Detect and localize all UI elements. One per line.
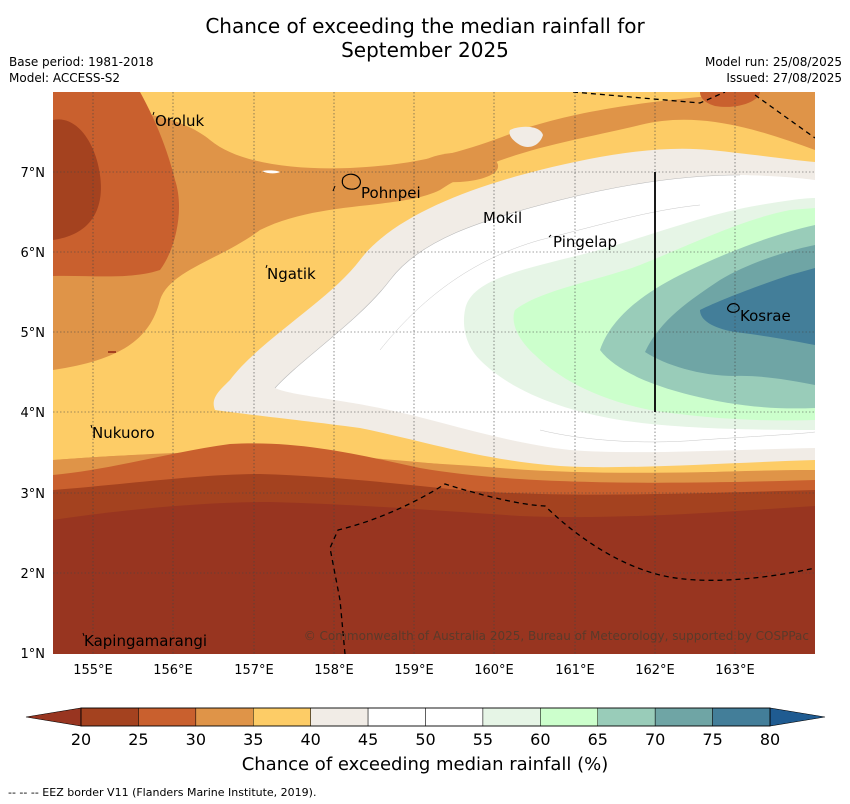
- colorbar-frame: [80, 707, 771, 727]
- place-label-pingelap: Pingelap: [553, 233, 617, 251]
- place-label-nukuoro: Nukuoro: [92, 424, 155, 442]
- model-label: Model: ACCESS-S2: [9, 71, 121, 85]
- lon-label: 161°E: [555, 663, 595, 678]
- colorbar-segment: [138, 707, 197, 727]
- colorbar-tick-label: 25: [128, 730, 148, 749]
- colorbar-tick-label: 75: [702, 730, 722, 749]
- colorbar-segment: [253, 707, 311, 727]
- contour-line-55-south: [539, 429, 815, 443]
- lat-label: 5°N: [21, 326, 46, 341]
- place-label-mokil: Mokil: [483, 209, 522, 227]
- colorbar-tick-label: 60: [530, 730, 550, 749]
- contour-line-52: [379, 204, 701, 351]
- colorbar-tick-label: 80: [760, 730, 780, 749]
- map-title-line2: September 2025: [341, 38, 509, 62]
- eez-border: [329, 92, 815, 654]
- colorbar-title: Chance of exceeding median rainfall (%): [241, 754, 609, 775]
- colorbar-tick-label: 20: [71, 730, 91, 749]
- colorbar-segment: [597, 707, 656, 727]
- colorbar-segment: [80, 707, 139, 727]
- lon-label: 163°E: [715, 663, 755, 678]
- lon-label: 155°E: [73, 663, 113, 678]
- contour-line-50: [274, 174, 741, 389]
- colorbar-tick-label: 55: [473, 730, 493, 749]
- lat-label: 6°N: [21, 246, 46, 261]
- colorbar-under-arrow: [25, 707, 82, 727]
- lat-label: 4°N: [21, 406, 46, 421]
- band-75-80: [700, 268, 815, 345]
- oroluk-atoll-icon: [152, 111, 155, 116]
- place-label-oroluk: Oroluk: [155, 112, 204, 130]
- contour-layer: [53, 92, 815, 654]
- eez-legend-note: -- -- -- EEZ border V11 (Flanders Marine…: [8, 786, 317, 799]
- lat-label: 2°N: [21, 567, 46, 582]
- issued-label: Issued: 27/08/2025: [726, 71, 842, 85]
- model-run-label: Model run: 25/08/2025: [704, 55, 842, 69]
- lon-label: 156°E: [153, 663, 193, 678]
- ngatik-atoll-icon: [265, 264, 268, 269]
- lon-label: 157°E: [234, 663, 274, 678]
- copyright-notice: © Commonwealth of Australia 2025, Bureau…: [304, 629, 809, 643]
- colorbar-segment: [540, 707, 598, 727]
- band-20-25-west: [53, 119, 101, 240]
- colorbar-segment: [310, 707, 369, 727]
- band-under-20-south: [53, 502, 815, 654]
- lat-label: 1°N: [21, 647, 46, 662]
- colorbar-tick-label: 40: [300, 730, 320, 749]
- colorbar-tick-label: 50: [415, 730, 435, 749]
- colorbar-segment: [195, 707, 254, 727]
- lon-label: 162°E: [635, 663, 675, 678]
- lat-label: 3°N: [21, 487, 46, 502]
- pingelap-atoll-icon: [548, 234, 552, 238]
- base-period-label: Base period: 1981-2018: [9, 55, 154, 69]
- colorbar-segment: [654, 707, 713, 727]
- colorbar-over-arrow: [769, 707, 826, 727]
- longitude-axis: 155°E 156°E 157°E 158°E 159°E 160°E 161°…: [73, 663, 755, 678]
- colorbar-tick-label: 30: [186, 730, 206, 749]
- place-label-kapingamarangi: Kapingamarangi: [84, 632, 207, 650]
- pohnpei-island-icon: [341, 173, 361, 190]
- lon-label: 158°E: [314, 663, 354, 678]
- lat-label: 7°N: [21, 166, 46, 181]
- latitude-axis: 7°N 6°N 5°N 4°N 3°N 2°N 1°N: [21, 166, 46, 662]
- map-title-line1: Chance of exceeding the median rainfall …: [205, 14, 645, 38]
- lon-label: 159°E: [394, 663, 434, 678]
- place-label-kosrae: Kosrae: [740, 307, 791, 325]
- band-30-35-patch: [405, 152, 499, 183]
- colorbar-segment: [367, 707, 426, 727]
- colorbar-tick-label: 70: [645, 730, 665, 749]
- lon-label: 160°E: [474, 663, 514, 678]
- colorbar: 20 25 30 35 40 45 50 55 60 65 70 75 80: [25, 707, 826, 749]
- kapingamarangi-atoll-icon: [82, 632, 85, 637]
- kosrae-island-icon: [727, 303, 740, 313]
- colorbar-segment: [712, 707, 771, 727]
- nukuoro-atoll-icon: [90, 424, 93, 429]
- colorbar-segment: [425, 707, 484, 727]
- colorbar-segment: [482, 707, 541, 727]
- ant-atoll-icon: [332, 185, 336, 192]
- small-white-patch: [262, 170, 280, 174]
- colorbar-tick-label: 45: [358, 730, 378, 749]
- place-label-ngatik: Ngatik: [267, 265, 316, 283]
- band-35-40-north: [53, 92, 760, 169]
- colorbar-tick-label: 35: [243, 730, 263, 749]
- colorbar-tick-label: 65: [588, 730, 608, 749]
- band-40-45-patch: [509, 126, 543, 147]
- place-label-pohnpei: Pohnpei: [361, 184, 421, 202]
